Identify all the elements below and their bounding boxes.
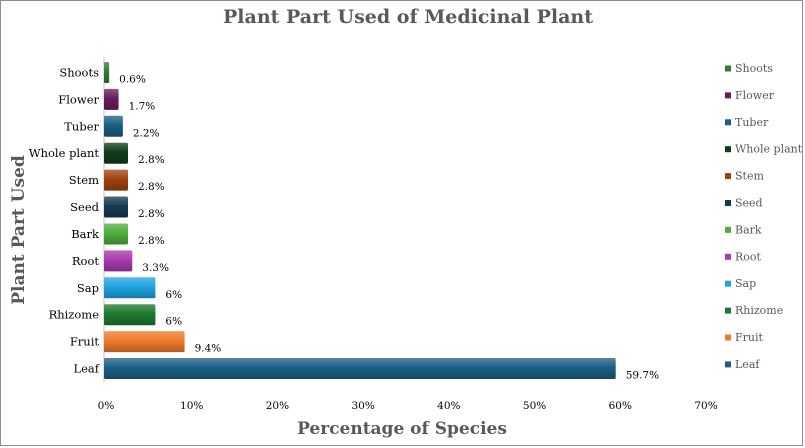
data-label: 6% — [165, 289, 182, 301]
category-label: Flower — [58, 92, 99, 106]
legend-swatch — [725, 173, 731, 180]
bar-rhizome — [104, 304, 156, 326]
category-label: Tuber — [64, 119, 99, 133]
x-axis-title: Percentage of Species — [297, 419, 507, 439]
legend-entry: Root — [735, 250, 762, 263]
legend-entry: Sap — [735, 277, 756, 290]
data-label: 2.8% — [138, 154, 165, 166]
legend-swatch — [725, 334, 731, 341]
legend-swatch — [725, 92, 731, 99]
category-label: Bark — [71, 227, 100, 241]
category-label: Fruit — [70, 335, 100, 349]
legend-swatch — [725, 65, 731, 72]
category-label: Rhizome — [49, 308, 100, 322]
y-axis-title: Plant Part Used — [9, 155, 29, 305]
legend-swatch — [725, 280, 731, 287]
legend-entry: Fruit — [735, 331, 763, 344]
x-tick-label: 60% — [609, 400, 632, 412]
bar-root — [104, 250, 133, 272]
bar-sap — [104, 277, 156, 299]
data-label: 2.8% — [138, 208, 165, 220]
bar-flower — [104, 88, 119, 110]
data-label: 2.8% — [138, 181, 165, 193]
legend-entry: Tuber — [735, 116, 769, 129]
data-label: 3.3% — [142, 262, 169, 274]
legend-swatch — [725, 361, 731, 368]
bar-stem — [104, 169, 128, 191]
bar-shoots — [104, 61, 110, 83]
legend-swatch — [725, 200, 731, 206]
chart-title: Plant Part Used of Medicinal Plant — [223, 6, 593, 28]
x-tick-label: 30% — [351, 400, 374, 412]
legend-entry: Bark — [735, 223, 762, 236]
x-tick-label: 40% — [437, 400, 460, 412]
data-label: 9.4% — [195, 343, 222, 355]
legend-swatch — [725, 146, 731, 153]
x-tick-label: 0% — [98, 400, 115, 412]
legend-swatch — [725, 119, 731, 126]
legend-entry: Seed — [735, 197, 763, 210]
legend: Shoots Flower Tuber Whole plant Stem Seed Bark… — [725, 62, 803, 371]
data-label: 6% — [165, 316, 182, 328]
data-label: 1.7% — [129, 100, 156, 112]
category-label: Shoots — [59, 65, 99, 79]
bar-leaf — [104, 358, 616, 380]
legend-swatch — [725, 253, 731, 260]
category-label: Stem — [69, 173, 99, 187]
bar-tuber — [104, 115, 123, 137]
category-label: Seed — [70, 200, 99, 214]
data-label: 0.6% — [119, 73, 146, 85]
x-tick-label: 20% — [266, 400, 289, 412]
x-tick-label: 70% — [694, 400, 717, 412]
data-label: 59.7% — [626, 370, 659, 382]
legend-entry: Whole plant — [735, 143, 803, 156]
bar-fruit — [104, 331, 185, 353]
bar-bark — [104, 223, 128, 245]
data-label: 2.8% — [138, 235, 165, 247]
data-label: 2.2% — [133, 127, 160, 139]
legend-swatch — [725, 307, 731, 314]
legend-entry: Leaf — [735, 358, 760, 371]
category-label: Whole plant — [29, 146, 100, 160]
legend-entry: Shoots — [735, 62, 773, 75]
legend-swatch — [725, 226, 731, 233]
legend-entry: Rhizome — [735, 304, 783, 317]
category-label: Leaf — [73, 362, 99, 376]
x-tick-label: 10% — [180, 400, 203, 412]
legend-entry: Flower — [735, 89, 775, 102]
bar-seed — [104, 196, 128, 218]
category-label: Sap — [77, 281, 99, 295]
bar-whole-plant — [104, 142, 128, 164]
category-label: Root — [72, 254, 100, 268]
legend-entry: Stem — [735, 170, 764, 183]
plot-area: Shoots 0.6% Flower 1.7% Tuber 2.2% Whole plant… — [29, 57, 718, 412]
x-tick-label: 50% — [523, 400, 546, 412]
